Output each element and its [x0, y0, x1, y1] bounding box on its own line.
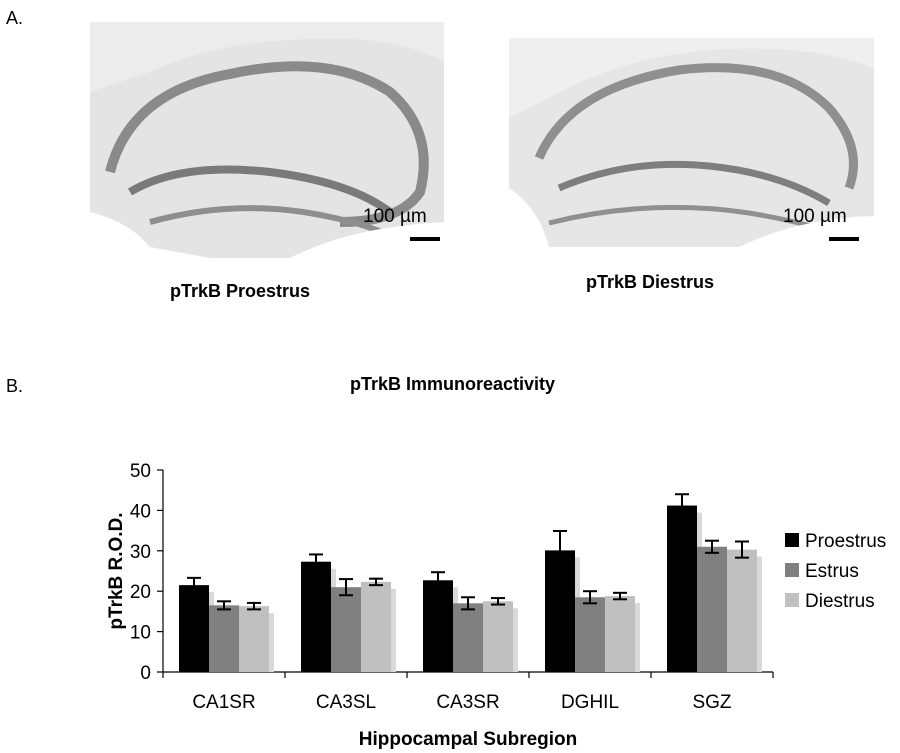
x-axis-title: Hippocampal Subregion — [359, 729, 578, 750]
legend-swatch — [785, 563, 799, 577]
legend-label: Proestrus — [805, 531, 886, 552]
panel-a-label: A. — [6, 8, 24, 28]
bar — [423, 580, 453, 672]
bar — [209, 605, 239, 672]
bar — [697, 546, 727, 672]
bar — [179, 585, 209, 672]
x-tick-label: CA3SR — [436, 692, 499, 713]
scale-bar-label: 100 µm — [363, 206, 427, 227]
caption-diestrus: pTrkB Diestrus — [586, 272, 715, 292]
scale-bar — [410, 237, 440, 241]
hippocampus-section-image — [90, 22, 444, 258]
bar — [453, 603, 483, 672]
bar — [239, 606, 269, 672]
micrograph-diestrus — [509, 38, 874, 247]
legend-label: Estrus — [805, 561, 859, 582]
bar — [331, 587, 361, 672]
bar — [483, 601, 513, 672]
legend-swatch — [785, 593, 799, 607]
hippocampus-section-image — [509, 38, 874, 247]
bar — [605, 596, 635, 672]
micrograph-proestrus — [90, 22, 444, 258]
legend-label: Diestrus — [805, 591, 875, 612]
y-tick-label: 20 — [130, 582, 151, 603]
bar — [575, 597, 605, 672]
x-tick-label: SGZ — [692, 692, 731, 713]
legend-swatch — [785, 533, 799, 547]
scale-bar — [829, 237, 859, 241]
y-tick-label: 30 — [130, 542, 151, 563]
chart-title: pTrkB Immunoreactivity — [350, 374, 556, 394]
bar — [727, 549, 757, 672]
y-tick-label: 10 — [130, 623, 151, 644]
x-tick-label: CA1SR — [192, 692, 255, 713]
caption-proestrus: pTrkB Proestrus — [170, 281, 311, 301]
y-tick-label: 0 — [140, 663, 151, 684]
y-tick-label: 50 — [130, 461, 151, 482]
panel-b-label: B. — [6, 376, 24, 396]
y-tick-label: 40 — [130, 501, 151, 522]
x-tick-label: CA3SL — [316, 692, 376, 713]
y-axis-title: pTrkB R.O.D. — [106, 512, 127, 629]
scale-bar-label: 100 µm — [783, 206, 847, 227]
bar — [301, 561, 331, 672]
bar — [667, 505, 697, 672]
x-tick-label: DGHIL — [561, 692, 619, 713]
bar — [361, 581, 391, 672]
